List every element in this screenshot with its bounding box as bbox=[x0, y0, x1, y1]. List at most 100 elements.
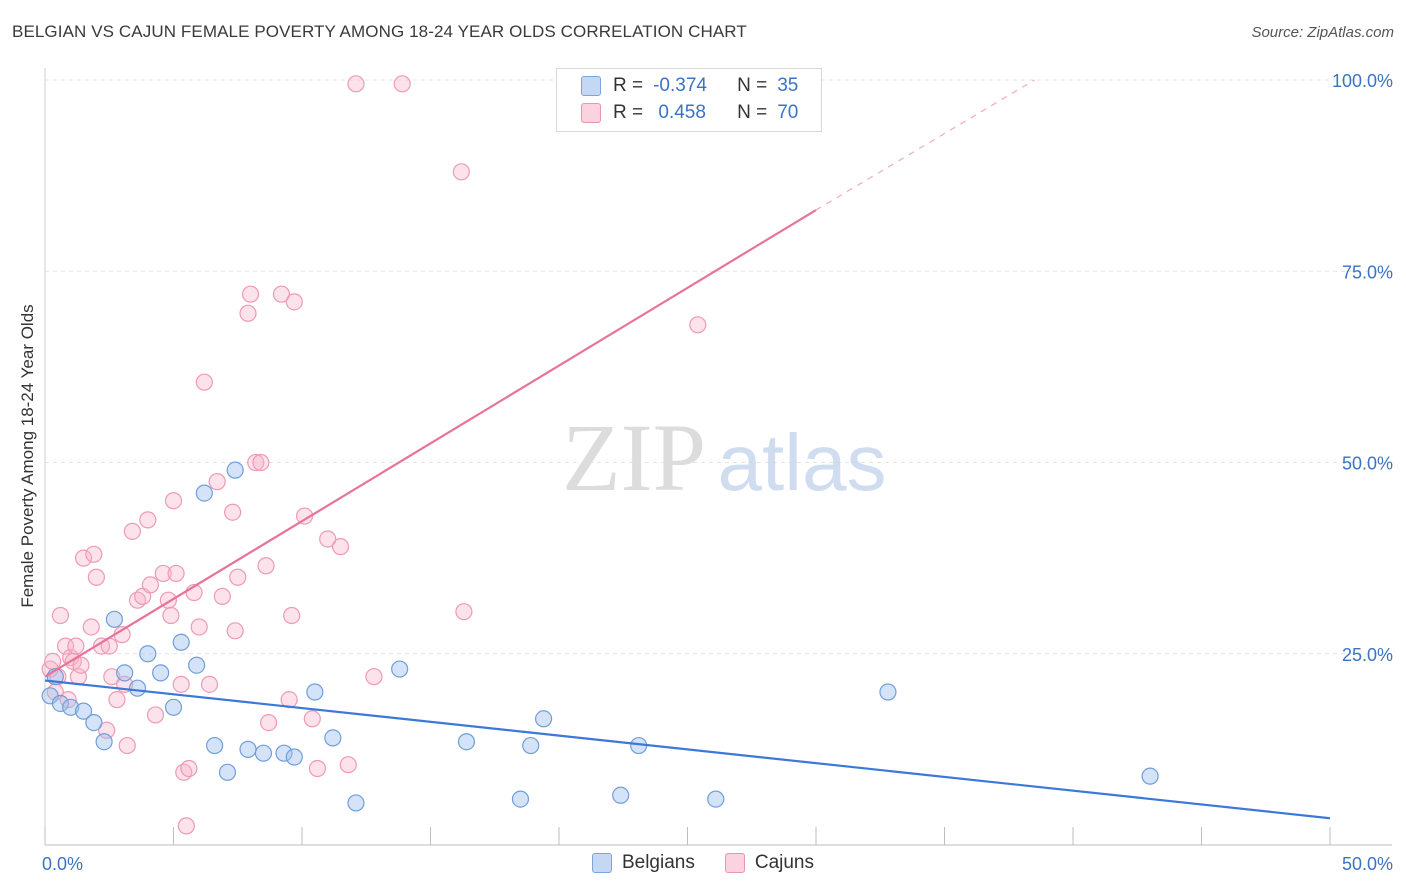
cajun-point bbox=[239, 304, 257, 322]
cajun-point bbox=[319, 530, 337, 548]
y-tick-label: 25.0% bbox=[1342, 645, 1393, 665]
belgian-point bbox=[306, 683, 324, 701]
x-tick-label: 50.0% bbox=[1342, 854, 1393, 874]
belgian-point bbox=[457, 733, 476, 751]
cajun-point bbox=[393, 75, 411, 93]
cajun-point bbox=[259, 713, 278, 732]
belgian-point bbox=[347, 794, 365, 812]
belgian-point bbox=[206, 736, 224, 755]
cajun-point bbox=[308, 759, 327, 778]
cajun-point bbox=[74, 549, 93, 567]
legend-r-label: R = bbox=[613, 75, 644, 96]
legend-row-belgians: R = -0.374 N = 35 bbox=[581, 74, 798, 98]
belgian-point bbox=[275, 744, 293, 762]
belgian-point bbox=[85, 713, 103, 732]
cajun-trend-line bbox=[44, 209, 817, 678]
legend-swatch-belgians bbox=[581, 76, 601, 96]
belgian-point bbox=[285, 748, 303, 766]
cajun-point bbox=[146, 706, 165, 724]
cajun-point bbox=[452, 163, 470, 181]
belgian-point bbox=[128, 679, 147, 697]
legend-r-label: R = bbox=[613, 102, 644, 123]
legend-r-value: -0.374 bbox=[653, 75, 707, 96]
watermark-zip: ZIP bbox=[562, 404, 706, 511]
series-legend: Belgians Cajuns bbox=[0, 852, 1406, 874]
cajun-point bbox=[190, 618, 208, 636]
x-tick-label: 0.0% bbox=[42, 854, 83, 874]
cajun-point bbox=[365, 668, 383, 686]
belgian-point bbox=[195, 484, 213, 502]
belgian-point bbox=[105, 610, 123, 628]
cajun-point bbox=[331, 538, 350, 556]
watermark: ZIP atlas bbox=[562, 404, 886, 511]
belgian-point bbox=[62, 698, 80, 716]
cajun-point bbox=[295, 507, 314, 525]
cajun-trend-extension bbox=[815, 79, 1035, 211]
belgian-points bbox=[41, 461, 1159, 812]
cajun-point bbox=[347, 75, 365, 93]
cajun-point bbox=[200, 675, 219, 693]
cajun-point bbox=[272, 285, 291, 303]
cajun-point bbox=[118, 736, 136, 755]
cajun-point bbox=[455, 603, 473, 621]
belgian-point bbox=[324, 729, 342, 747]
belgian-point bbox=[226, 461, 244, 479]
legend-label-belgians: Belgians bbox=[621, 852, 695, 873]
legend-n-label: N = bbox=[737, 75, 768, 96]
belgian-point bbox=[239, 740, 257, 758]
gridlines bbox=[45, 79, 1392, 655]
legend-item-belgians[interactable]: Belgians bbox=[591, 852, 695, 874]
cajun-point bbox=[224, 503, 242, 521]
chart-title: BELGIAN VS CAJUN FEMALE POVERTY AMONG 18… bbox=[12, 22, 747, 41]
cajun-point bbox=[283, 606, 301, 625]
belgian-point bbox=[879, 683, 897, 701]
cajun-point bbox=[229, 568, 247, 586]
legend-n-label: N = bbox=[737, 102, 768, 123]
cajun-point bbox=[44, 652, 62, 671]
belgian-trend-line bbox=[44, 679, 1331, 820]
belgian-point bbox=[152, 664, 170, 682]
belgian-point bbox=[164, 698, 183, 716]
watermark-atlas: atlas bbox=[718, 418, 887, 507]
cajun-point bbox=[226, 622, 244, 640]
correlation-legend: R = -0.374 N = 35 R = 0.458 N = 70 bbox=[556, 68, 822, 132]
legend-swatch-cajuns bbox=[581, 103, 601, 123]
cajun-point bbox=[154, 564, 172, 583]
legend-n-value: 70 bbox=[777, 102, 799, 123]
cajun-point bbox=[82, 618, 100, 636]
belgian-point bbox=[188, 656, 206, 674]
cajun-point bbox=[303, 710, 321, 728]
legend-item-cajuns[interactable]: Cajuns bbox=[724, 852, 815, 874]
belgian-point bbox=[391, 660, 409, 678]
cajun-point bbox=[167, 564, 185, 583]
cajun-point bbox=[195, 373, 213, 391]
belgian-point bbox=[95, 733, 113, 751]
cajun-point bbox=[247, 453, 265, 472]
cajun-point bbox=[141, 576, 159, 594]
belgian-point bbox=[172, 633, 190, 651]
cajun-point bbox=[87, 568, 106, 586]
source-label: Source: ZipAtlas.com bbox=[1251, 24, 1394, 41]
cajun-point bbox=[162, 606, 180, 625]
legend-label-cajuns: Cajuns bbox=[754, 852, 815, 873]
cajun-point bbox=[213, 587, 231, 605]
cajun-point bbox=[72, 656, 90, 674]
cajun-point bbox=[85, 545, 103, 563]
cajun-points bbox=[41, 75, 707, 835]
cajun-point bbox=[177, 817, 195, 835]
y-tick-label: 100.0% bbox=[1332, 71, 1393, 91]
legend-swatch-cajuns bbox=[724, 853, 745, 873]
cajun-point bbox=[139, 511, 157, 529]
x-tick-labels: 0.0% 50.0% bbox=[42, 854, 1393, 874]
cajun-point bbox=[208, 473, 226, 491]
belgian-point bbox=[139, 645, 157, 663]
cajun-point bbox=[180, 759, 198, 778]
belgian-point bbox=[218, 763, 237, 781]
belgian-point bbox=[254, 744, 273, 762]
belgian-point bbox=[612, 786, 630, 804]
trend-lines bbox=[44, 79, 1331, 820]
cajun-point bbox=[689, 316, 707, 334]
y-tick-label: 50.0% bbox=[1342, 454, 1393, 474]
legend-row-cajuns: R = 0.458 N = 70 bbox=[581, 101, 798, 125]
